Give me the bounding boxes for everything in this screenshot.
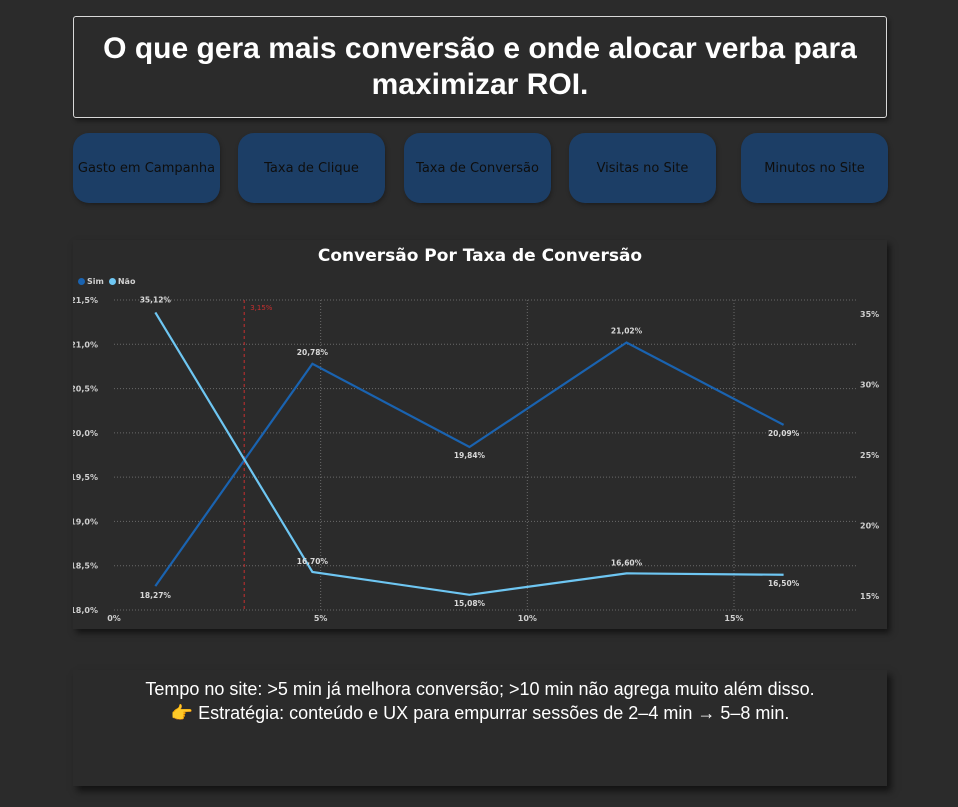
data-label: 21,02%: [611, 327, 643, 336]
page-title: O que gera mais conversão e onde alocar …: [103, 32, 857, 101]
chart-legend: Sim Não: [78, 277, 135, 286]
data-label: 15,08%: [454, 599, 486, 608]
y-left-tick-label: 18,5%: [73, 562, 98, 571]
taxa-de-clique-button[interactable]: Taxa de Clique: [238, 133, 385, 203]
series-line-sim: [154, 341, 785, 587]
data-label: 16,70%: [297, 557, 329, 566]
y-right-tick-label: 15%: [860, 592, 879, 601]
minutos-no-site-button[interactable]: Minutos no Site: [741, 133, 888, 203]
y-right-tick-label: 20%: [860, 521, 879, 530]
x-tick-label: 15%: [724, 614, 743, 623]
page-title-box: O que gera mais conversão e onde alocar …: [73, 16, 887, 118]
reference-line-label: 3,15%: [250, 304, 273, 312]
data-label: 16,60%: [611, 558, 643, 567]
data-label: 20,78%: [297, 348, 329, 357]
pointing-hand-icon: 👉: [170, 703, 194, 724]
line-chart[interactable]: 21,5% 21,0% 20,5% 20,0% 19,5% 19,0% 18,5% 18,0%…: [73, 240, 887, 629]
data-label: 35,12%: [140, 295, 172, 304]
y-right-tick-label: 35%: [860, 310, 879, 319]
insight-line-2: 👉 Estratégia: conteúdo e UX para empurra…: [73, 701, 887, 725]
x-tick-label: 5%: [314, 614, 328, 623]
x-tick-label: 10%: [518, 614, 537, 623]
y-left-tick-label: 21,0%: [73, 340, 98, 349]
y-left-tick-label: 19,5%: [73, 473, 98, 482]
visitas-no-site-button[interactable]: Visitas no Site: [569, 133, 716, 203]
y-left-tick-label: 21,5%: [73, 296, 98, 305]
taxa-de-conversao-button[interactable]: Taxa de Conversão: [404, 133, 551, 203]
insight-line-2-text: Estratégia: conteúdo e UX para empurrar …: [198, 703, 790, 724]
series-line-nao: [154, 311, 784, 596]
y-left-tick-label: 20,0%: [73, 429, 98, 438]
data-label: 16,50%: [768, 579, 800, 588]
x-tick-label: 0%: [107, 614, 121, 623]
y-right-tick-label: 30%: [860, 381, 879, 390]
legend-item-sim[interactable]: Sim: [78, 277, 104, 286]
y-right-tick-label: 25%: [860, 451, 879, 460]
data-label: 18,27%: [140, 591, 172, 600]
legend-sim-marker: [78, 278, 85, 285]
data-label: 20,09%: [768, 429, 800, 438]
gasto-em-campanha-button[interactable]: Gasto em Campanha: [73, 133, 220, 203]
y-left-tick-label: 20,5%: [73, 385, 98, 394]
insight-line-1: Tempo no site: >5 min já melhora convers…: [145, 679, 815, 699]
legend-item-nao[interactable]: Não: [108, 277, 136, 286]
conversion-chart-card: Conversão Por Taxa de Conversão Sim Não …: [73, 240, 887, 629]
chart-title: Conversão Por Taxa de Conversão: [317, 246, 643, 266]
y-left-tick-label: 19,0%: [73, 517, 98, 526]
legend-nao-marker: [108, 278, 116, 285]
legend-sim-label: Sim: [87, 277, 104, 286]
insight-note: Tempo no site: >5 min já melhora convers…: [73, 670, 887, 786]
data-label: 19,84%: [454, 451, 486, 460]
y-left-tick-label: 18,0%: [73, 606, 98, 615]
legend-nao-label: Não: [117, 277, 136, 286]
